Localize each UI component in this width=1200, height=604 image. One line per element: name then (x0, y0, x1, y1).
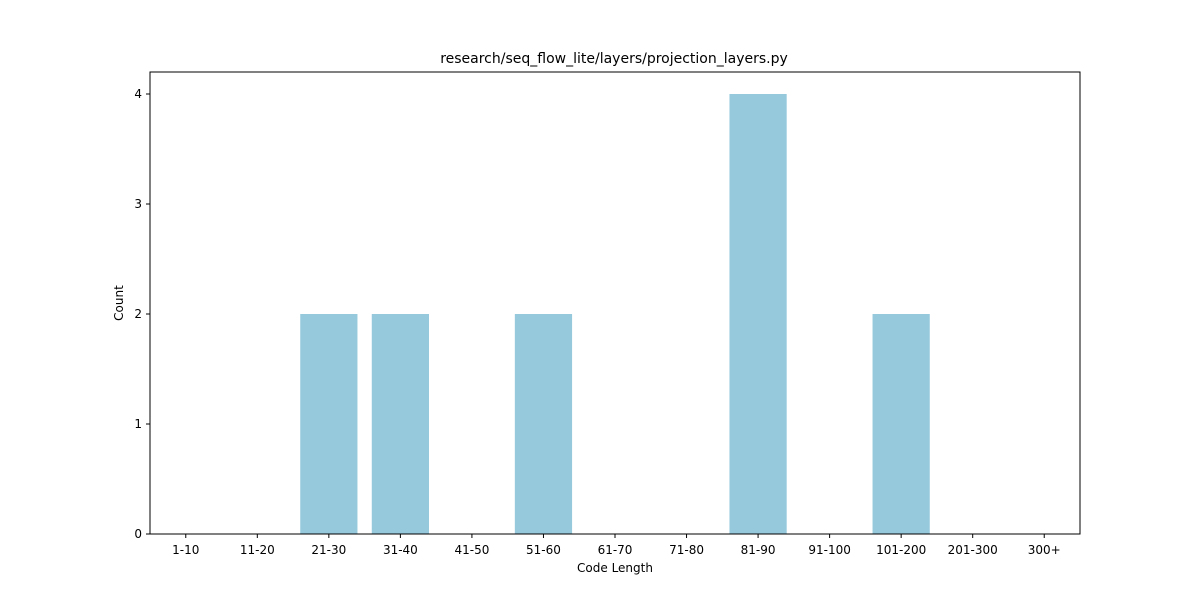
y-tick-label: 0 (134, 527, 142, 541)
x-tick-label: 81-90 (741, 543, 776, 557)
x-tick-label: 41-50 (454, 543, 489, 557)
x-tick-label: 91-100 (808, 543, 851, 557)
x-tick-label: 51-60 (526, 543, 561, 557)
bars-layer (300, 94, 930, 534)
x-tick-label: 61-70 (598, 543, 633, 557)
x-tick-label: 300+ (1028, 543, 1061, 557)
x-tick-label: 21-30 (311, 543, 346, 557)
bar-31-40 (371, 314, 429, 534)
x-tick-label: 101-200 (876, 543, 926, 557)
bar-51-60 (514, 314, 573, 534)
plot-frame (149, 71, 1081, 535)
bar-21-30 (300, 314, 358, 534)
bar-101-200 (872, 314, 930, 534)
chart-title: research/seq_flow_lite/layers/projection… (440, 51, 788, 67)
x-tick-label: 1-10 (172, 543, 199, 557)
x-axis-label: Code Length (577, 561, 653, 575)
y-axis-label: Count (112, 285, 126, 321)
y-tick-label: 4 (134, 87, 142, 101)
x-tick-label: 11-20 (240, 543, 275, 557)
bar-81-90 (729, 94, 787, 534)
x-tick-label: 71-80 (669, 543, 704, 557)
y-tick-label: 1 (134, 417, 142, 431)
x-tick-label: 31-40 (383, 543, 418, 557)
x-axis-ticks: 1-10 11-20 21-30 31-40 41-50 51-60 61-70 71-80 8… (172, 534, 1061, 557)
y-tick-label: 2 (134, 307, 142, 321)
y-tick-label: 3 (134, 197, 142, 211)
y-axis-ticks: 0 1 2 3 4 (134, 87, 150, 541)
x-tick-label: 201-300 (948, 543, 998, 557)
